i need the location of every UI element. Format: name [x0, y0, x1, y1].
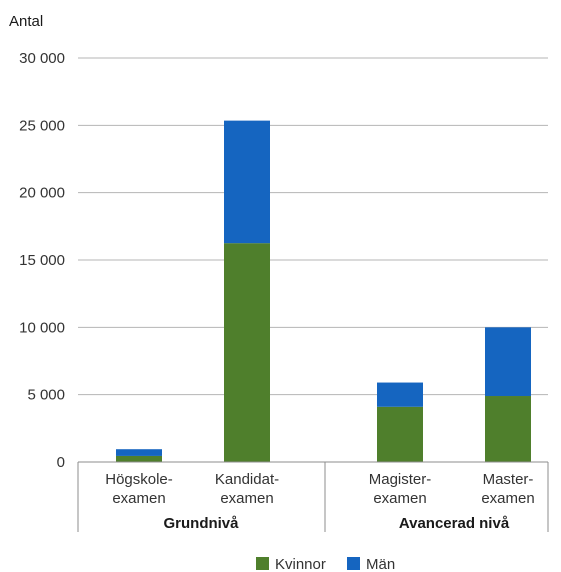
x-tick-label: examen — [481, 490, 534, 507]
legend-swatch — [256, 557, 269, 570]
x-tick-label: examen — [112, 490, 165, 507]
y-axis-title: Antal — [9, 13, 43, 30]
bar-man — [224, 120, 270, 244]
y-tick-label: 30 000 — [19, 50, 65, 67]
bar-kvinnor — [116, 455, 162, 462]
x-tick-label: examen — [373, 490, 426, 507]
legend-label: Män — [366, 556, 395, 572]
bar-kvinnor — [377, 406, 423, 462]
bar-kvinnor — [485, 396, 531, 462]
bar-man — [377, 382, 423, 407]
y-tick-label: 15 000 — [19, 252, 65, 269]
y-tick-labels: 0 5 000 10 000 15 000 20 000 25 000 30 000 — [19, 50, 65, 471]
x-tick-label: examen — [220, 490, 273, 507]
legend: Kvinnor Män — [256, 556, 395, 572]
x-tick-label: Magister- — [369, 471, 432, 488]
y-tick-label: 25 000 — [19, 117, 65, 134]
x-tick-label: Master- — [483, 471, 534, 488]
legend-swatch — [347, 557, 360, 570]
group-label: Grundnivå — [163, 515, 239, 532]
bars — [116, 120, 531, 462]
x-axis: Högskole-examen Kandidat-examen Magister-e… — [77, 461, 549, 532]
bar-man — [485, 327, 531, 397]
bar-kvinnor — [224, 243, 270, 462]
x-tick-label: Högskole- — [105, 471, 173, 488]
y-tick-label: 20 000 — [19, 185, 65, 202]
legend-label: Kvinnor — [275, 556, 326, 572]
y-tick-label: 0 — [57, 454, 65, 471]
y-tick-label: 10 000 — [19, 319, 65, 336]
y-tick-label: 5 000 — [27, 387, 65, 404]
group-label: Avancerad nivå — [399, 515, 510, 532]
bar-man — [116, 449, 162, 456]
gridlines — [78, 57, 548, 396]
x-tick-label: Kandidat- — [215, 471, 279, 488]
